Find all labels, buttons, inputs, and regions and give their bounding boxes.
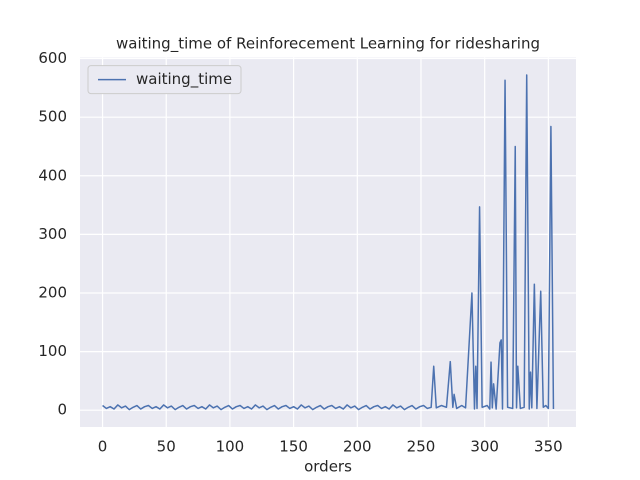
x-axis-label: orders xyxy=(304,458,352,476)
plot-area xyxy=(80,57,576,427)
y-tick-label: 200 xyxy=(38,283,67,301)
y-tick-label: 600 xyxy=(38,49,67,67)
x-tick-label: 100 xyxy=(216,438,245,456)
x-tick-label: 200 xyxy=(343,438,372,456)
y-tick-label: 100 xyxy=(38,342,67,360)
x-tick-label: 350 xyxy=(534,438,563,456)
x-tick-label: 250 xyxy=(407,438,436,456)
y-tick-label: 0 xyxy=(57,401,67,419)
x-tick-label: 300 xyxy=(470,438,499,456)
y-tick-label: 300 xyxy=(38,225,67,243)
data-line xyxy=(102,74,555,411)
chart-title: waiting_time of Reinforecement Learning … xyxy=(116,35,540,54)
y-tick-label: 400 xyxy=(38,166,67,184)
legend-label: waiting_time xyxy=(136,70,232,89)
x-tick-label: 50 xyxy=(157,438,176,456)
y-tick-label: 500 xyxy=(38,108,67,126)
legend-box xyxy=(87,65,242,95)
x-tick-label: 0 xyxy=(98,438,108,456)
x-tick-label: 150 xyxy=(279,438,308,456)
